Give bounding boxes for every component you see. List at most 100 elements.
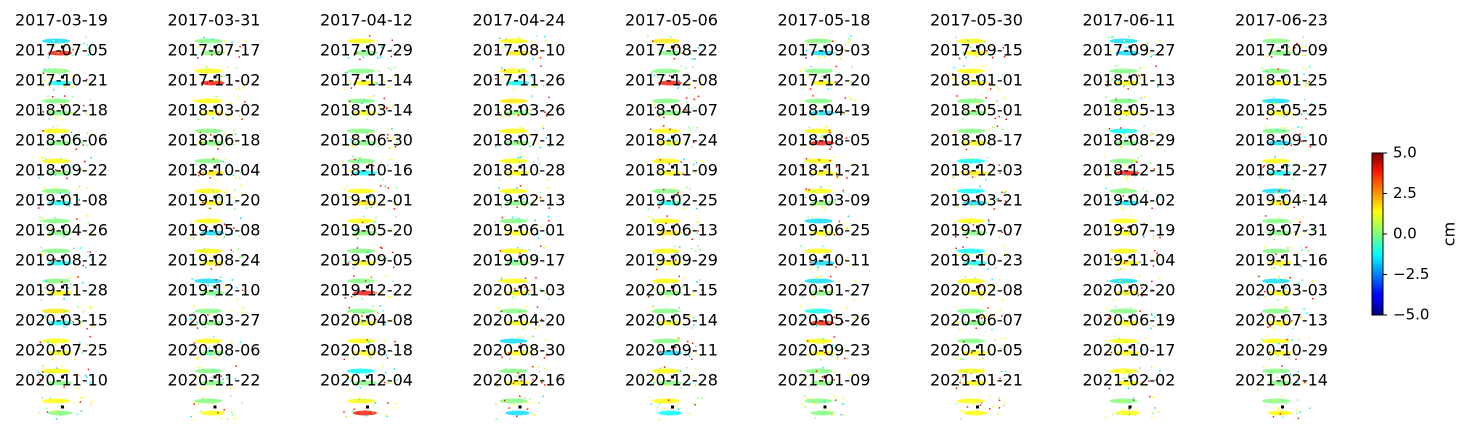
reference-point [1128,105,1132,109]
pixel [979,297,982,300]
pixel [1258,198,1261,201]
pixel [976,310,978,313]
pixel [42,72,45,74]
panel-title: 2020-05-14 [625,311,718,330]
pixel [652,305,654,307]
pixel [90,157,92,159]
pixel [81,321,84,323]
pixel [1264,231,1267,233]
pixel [526,347,529,349]
panel-image [496,365,546,388]
pixel [1002,379,1005,381]
pixel [1141,386,1143,388]
panel-title: 2020-12-04 [320,371,413,390]
pixel [809,147,811,149]
pixel [1303,111,1305,113]
pixel [349,116,352,119]
pixel [522,67,525,70]
pixel [1278,46,1280,49]
pixel [222,135,224,138]
pixel [1106,85,1109,87]
pixel [1158,317,1161,320]
pixel [1139,77,1142,79]
pixel [200,238,203,240]
pixel [1311,230,1314,232]
panel-title: 2017-05-30 [930,11,1023,30]
pixel [842,189,844,192]
pixel [650,403,652,405]
pixel [816,375,819,377]
panel-image [647,35,700,61]
pixel [657,116,659,119]
pixel [981,315,984,318]
panel-image [1258,335,1311,361]
pixel [206,65,208,68]
pixel [968,222,971,224]
pixel [542,85,545,87]
pixel [653,263,655,265]
pixel [1273,267,1276,269]
pixel [692,66,694,68]
pixel [387,86,389,89]
pixel [227,117,229,120]
pixel [206,319,208,321]
pixel [1279,186,1282,189]
pixel [1302,36,1305,38]
panel-image [40,276,94,301]
pixel [985,173,988,175]
reference-point [1128,345,1132,349]
panel-image [954,306,1003,331]
pixel [515,375,517,378]
deformation-patch [1262,248,1290,254]
pixel [1159,278,1161,280]
pixel [1129,261,1131,264]
pixel [227,378,229,381]
pixel [71,95,74,98]
panel-image [344,35,396,61]
pixel [831,231,834,234]
panel-image [499,335,549,360]
pixel [1006,166,1008,168]
panel-title: 2018-02-18 [15,101,108,120]
pixel [815,276,817,279]
pixel [391,137,394,140]
reference-point [976,75,979,79]
deformation-patch [499,398,528,404]
pixel [987,268,989,270]
pixel [974,97,977,100]
pixel [202,397,204,400]
pixel [391,251,394,254]
pixel [1275,253,1277,255]
deformation-patch [499,248,528,254]
panel-title: 2017-07-17 [168,41,261,60]
pixel [369,103,371,106]
pixel [820,171,823,174]
pixel [844,49,846,51]
pixel [684,143,686,145]
deformation-patch [658,50,682,56]
pixel [346,348,349,350]
pixel [352,350,355,353]
pixel [956,373,958,375]
pixel [1155,223,1158,226]
pixel [349,138,352,141]
pixel [991,174,993,176]
reference-point [366,225,369,229]
pixel [510,40,512,43]
pixel [658,108,660,111]
pixel [684,316,686,318]
pixel [537,157,539,160]
pixel [228,202,230,204]
deformation-patch [963,410,987,416]
pixel [385,107,388,110]
pixel [350,174,353,176]
pixel [507,82,510,84]
pixel [388,67,390,70]
pixel [196,375,198,378]
pixel [1143,236,1145,238]
pixel [1126,325,1129,328]
deformation-patch [957,278,985,284]
pixel [678,107,681,109]
pixel [821,201,823,204]
colorbar [1371,152,1384,316]
